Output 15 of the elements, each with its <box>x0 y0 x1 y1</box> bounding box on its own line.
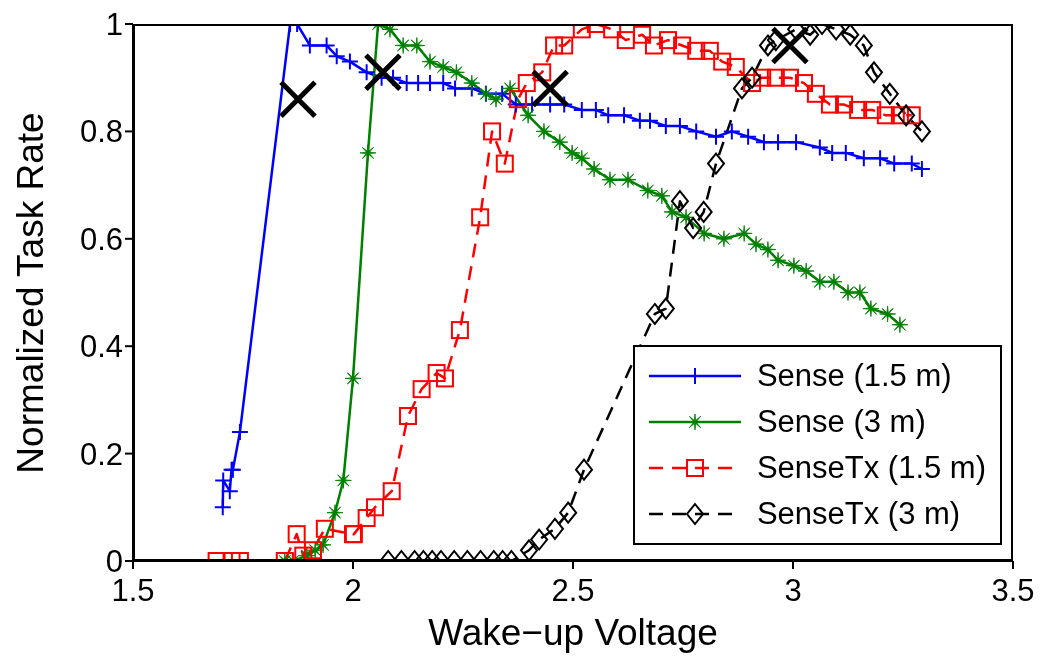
x-tick-label: 3 <box>784 573 802 609</box>
y-tick-label: 0.4 <box>79 329 123 365</box>
y-tick-label: 0.8 <box>79 114 123 150</box>
legend-label: SenseTx (3 m) <box>756 496 961 532</box>
x-tick-label: 3.5 <box>991 573 1035 609</box>
legend-label: SenseTx (1.5 m) <box>756 450 986 486</box>
y-axis-title: Normalized Task Rate <box>10 111 52 474</box>
x-tick-label: 2.5 <box>551 573 595 609</box>
y-tick-label: 0.2 <box>79 436 123 472</box>
y-tick-label: 1 <box>105 7 123 43</box>
x-axis-title: Wake−up Voltage <box>427 612 719 654</box>
y-tick-label: 0.6 <box>79 221 123 257</box>
legend-label: Sense (1.5 m) <box>756 358 952 394</box>
x-tick-label: 2 <box>344 573 362 609</box>
legend-label: Sense (3 m) <box>756 404 926 440</box>
